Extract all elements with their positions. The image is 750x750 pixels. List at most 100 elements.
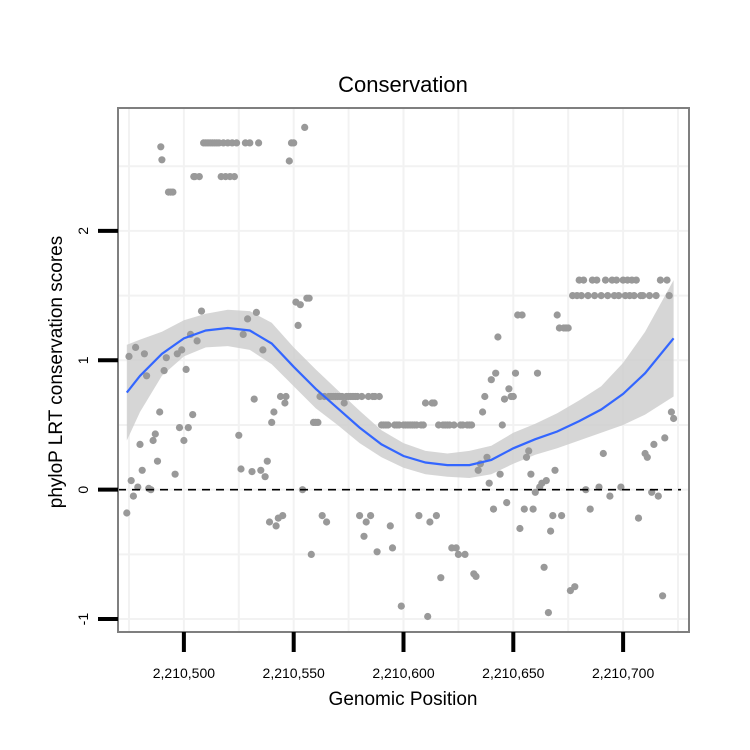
data-point — [591, 292, 599, 300]
y-tick-label: -1 — [75, 613, 91, 626]
x-axis-label: Genomic Position — [329, 689, 478, 710]
data-point — [265, 518, 274, 526]
confidence-ribbon-layer — [126, 280, 674, 478]
data-point — [279, 511, 287, 520]
data-point — [129, 492, 137, 500]
data-point — [151, 430, 159, 438]
data-point — [162, 354, 170, 362]
data-point — [580, 276, 588, 284]
data-point — [123, 509, 131, 517]
data-point — [305, 294, 313, 302]
data-point — [648, 488, 656, 496]
data-point — [270, 408, 278, 416]
data-point — [571, 583, 579, 591]
data-point — [540, 563, 548, 571]
data-point — [323, 518, 331, 526]
data-point — [239, 330, 247, 338]
smooth-line-layer — [125, 326, 675, 467]
data-point — [138, 466, 146, 474]
data-point — [584, 292, 592, 300]
data-point — [639, 292, 647, 300]
data-point — [597, 292, 605, 300]
data-point — [257, 466, 265, 474]
data-point — [272, 522, 280, 530]
data-point — [663, 276, 671, 284]
data-point — [656, 276, 665, 284]
data-point — [518, 311, 526, 319]
data-point — [340, 399, 348, 407]
data-point — [665, 292, 673, 300]
data-point — [604, 292, 612, 300]
axes: 2,210,500 2,210,550 2,210,600 2,210,650 2,21… — [75, 227, 654, 681]
data-point — [358, 392, 366, 401]
data-point — [454, 550, 462, 559]
x-tick-label: 2,210,700 — [592, 665, 654, 681]
data-point — [612, 276, 621, 284]
data-point — [593, 276, 601, 284]
data-point — [654, 492, 662, 500]
data-point — [533, 369, 542, 377]
data-point — [356, 511, 364, 520]
data-point — [290, 139, 298, 147]
data-point — [474, 466, 482, 474]
data-point — [586, 505, 594, 513]
data-point — [171, 470, 179, 478]
data-point — [645, 292, 654, 300]
data-point — [197, 307, 206, 315]
data-point — [301, 123, 309, 131]
y-tick-label: 0 — [75, 486, 91, 494]
data-point — [195, 173, 203, 181]
data-point — [487, 376, 495, 384]
data-point — [360, 532, 368, 540]
data-point — [281, 399, 289, 407]
data-point — [606, 492, 614, 500]
data-point — [132, 343, 140, 351]
data-point — [127, 477, 135, 485]
data-point — [149, 436, 157, 445]
y-tick-label: 2 — [75, 227, 91, 235]
data-point — [255, 139, 263, 147]
data-point — [424, 612, 432, 621]
data-point — [375, 392, 383, 401]
data-point — [362, 518, 370, 526]
data-point — [158, 156, 166, 164]
data-point — [516, 524, 524, 533]
x-tick-label: 2,210,550 — [263, 665, 325, 681]
data-point — [564, 324, 572, 332]
data-point — [237, 465, 245, 473]
data-point — [252, 308, 260, 316]
data-point — [263, 457, 271, 465]
data-point — [670, 414, 678, 423]
data-point — [248, 468, 256, 476]
data-point — [520, 505, 528, 513]
data-point — [285, 157, 293, 165]
data-point — [511, 369, 520, 377]
data-point — [601, 276, 610, 284]
data-point — [160, 367, 168, 375]
data-point — [125, 352, 133, 360]
data-point — [230, 173, 238, 181]
confidence-ribbon — [126, 280, 674, 478]
data-point — [294, 321, 302, 329]
data-point — [542, 477, 550, 485]
data-point — [509, 392, 517, 401]
data-point — [525, 447, 533, 455]
chart-title: Conservation — [338, 72, 468, 97]
data-point — [233, 139, 241, 147]
data-point — [527, 470, 535, 478]
data-point — [367, 511, 375, 520]
data-point — [483, 453, 491, 461]
data-point — [388, 544, 397, 552]
data-point — [468, 421, 476, 429]
data-point — [615, 292, 623, 300]
data-point — [544, 609, 553, 617]
data-point — [296, 301, 304, 309]
data-point — [577, 292, 586, 300]
data-point — [547, 527, 555, 535]
data-point — [421, 399, 430, 407]
data-point — [450, 421, 458, 429]
data-point — [650, 440, 658, 448]
data-point — [373, 548, 381, 556]
data-point — [485, 479, 493, 487]
